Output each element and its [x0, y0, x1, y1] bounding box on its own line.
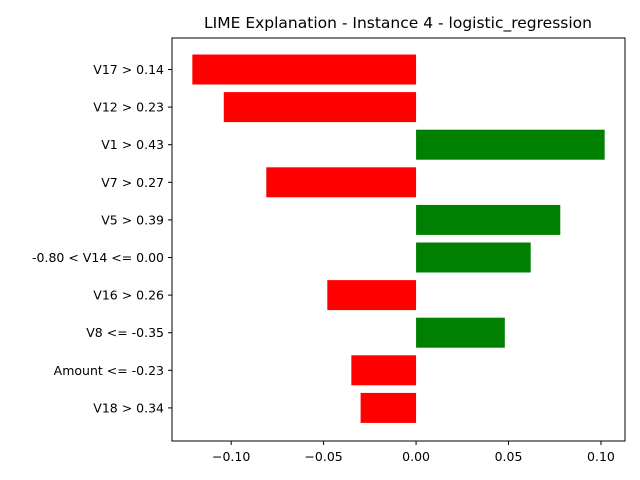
bar-4: [416, 204, 561, 235]
y-tick-label: V1 > 0.43: [101, 137, 164, 152]
y-tick-label: -0.80 < V14 <= 0.00: [32, 250, 164, 265]
bar-3: [266, 167, 417, 198]
y-tick-label: V8 <= -0.35: [86, 325, 164, 340]
x-tick-label: 0.00: [402, 449, 430, 464]
y-tick-label: V5 > 0.39: [101, 212, 164, 227]
chart-title: LIME Explanation - Instance 4 - logistic…: [204, 14, 592, 33]
y-tick-label: Amount <= -0.23: [54, 363, 164, 378]
y-tick-label: V12 > 0.23: [93, 100, 164, 115]
bar-6: [327, 280, 417, 311]
bar-1: [223, 92, 417, 123]
bar-5: [416, 242, 531, 273]
x-tick-label: 0.05: [495, 449, 523, 464]
bar-9: [360, 392, 417, 423]
y-tick-label: V7 > 0.27: [101, 175, 164, 190]
y-axis: V17 > 0.14 V12 > 0.23 V1 > 0.43 V7 > 0.27 V5…: [32, 62, 172, 415]
bar-8: [351, 355, 417, 386]
axes-frame: [171, 37, 626, 442]
y-tick-label: V16 > 0.26: [93, 288, 164, 303]
bar-7: [416, 317, 505, 348]
bars-layer: [192, 54, 605, 423]
bar-0: [192, 54, 417, 85]
x-tick-label: −0.10: [212, 449, 250, 464]
bar-2: [416, 129, 605, 160]
x-axis: −0.10 −0.05 0.00 0.05 0.10: [212, 441, 615, 464]
y-tick-label: V18 > 0.34: [93, 400, 164, 415]
x-tick-label: 0.10: [587, 449, 615, 464]
y-tick-label: V17 > 0.14: [93, 62, 164, 77]
x-tick-label: −0.05: [304, 449, 342, 464]
